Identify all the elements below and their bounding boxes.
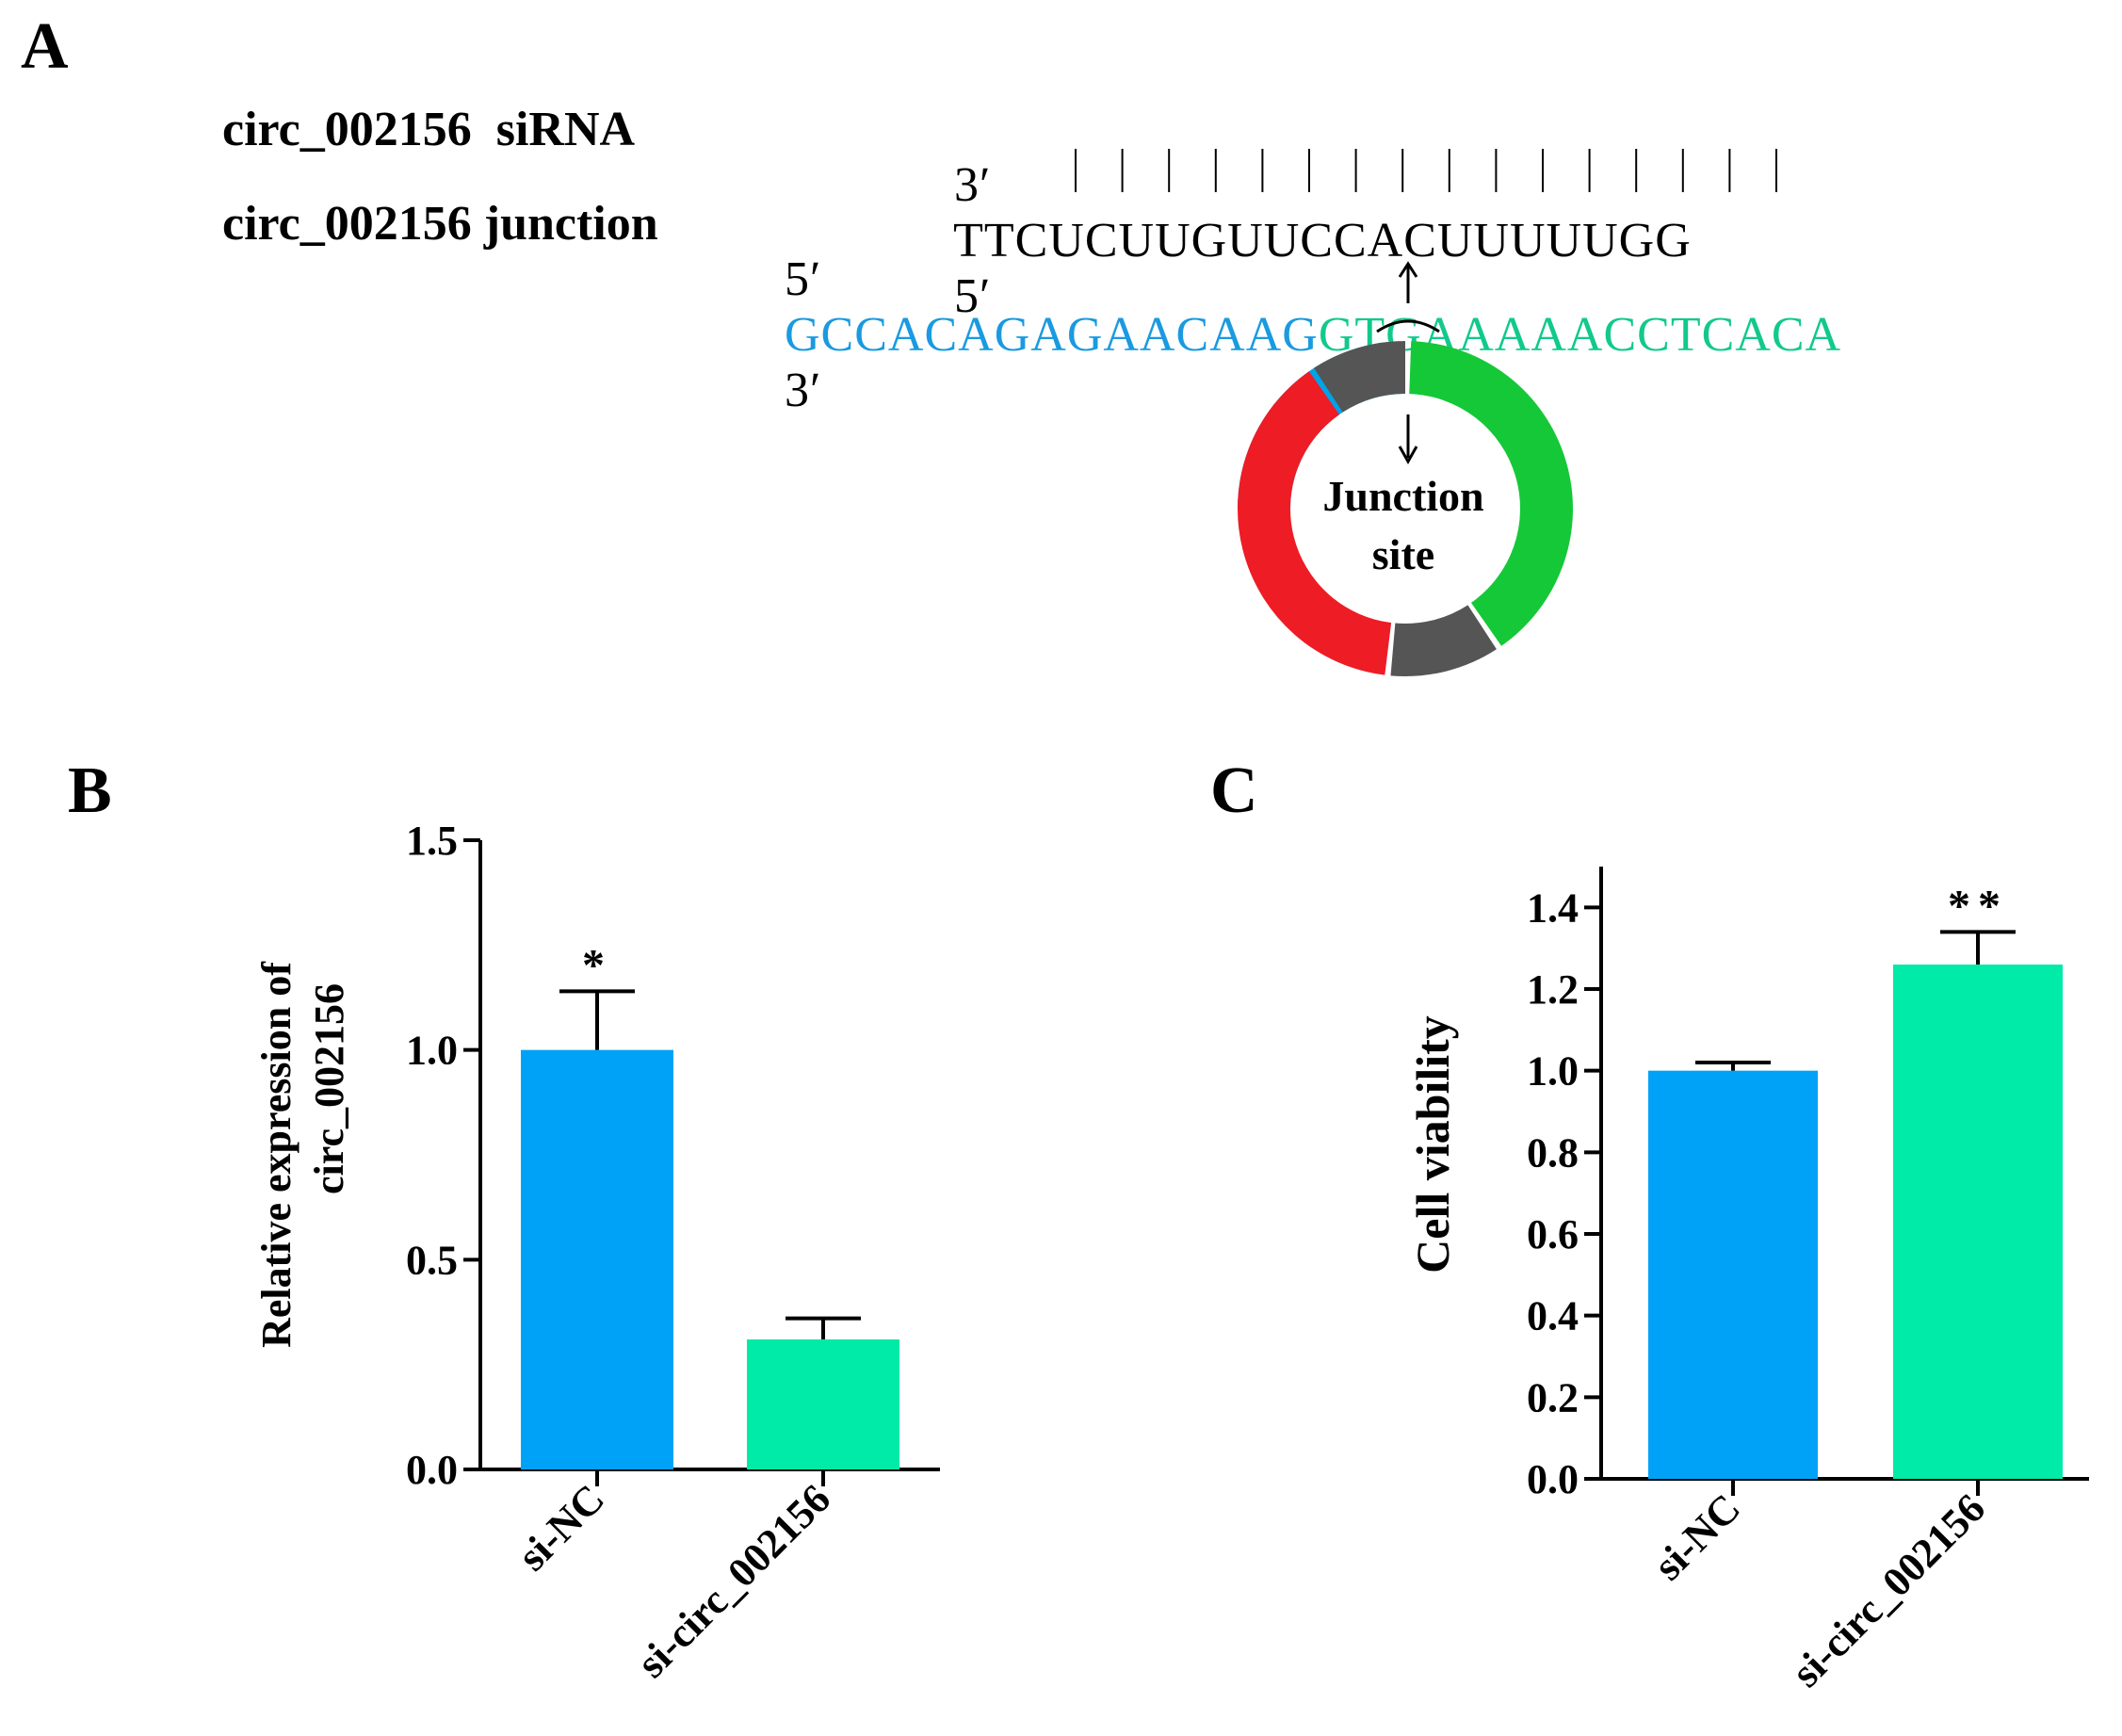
junction-bracket bbox=[1376, 319, 1440, 333]
chart-c: 0.0 0.2 0.4 0.6 0.8 1.0 1.2 1.4 si-NC ** si-circ_0… bbox=[1406, 867, 2089, 1696]
significance-label: * bbox=[582, 940, 612, 990]
y-tick-label: 0.0 bbox=[1527, 1456, 1579, 1502]
down-arrowhead-icon bbox=[1398, 446, 1418, 465]
y-axis-label: Relative expression of bbox=[253, 961, 300, 1348]
y-tick-label: 0.4 bbox=[1527, 1293, 1579, 1339]
x-tick-label: si-circ_002156 bbox=[628, 1475, 839, 1686]
sirna-label: circ_002156 siRNA bbox=[222, 103, 636, 156]
y-axis-label-line2: circ_002156 bbox=[306, 983, 352, 1194]
x-tick-label: si-NC bbox=[509, 1475, 613, 1580]
y-tick-label: 1.5 bbox=[406, 818, 458, 864]
x-tick-label: si-NC bbox=[1644, 1485, 1749, 1589]
significance-label: ** bbox=[1948, 881, 2008, 931]
ring-segment bbox=[1314, 341, 1406, 414]
sirna-sequence: 3′ TTCUCUUGUUCCACUUUUUGG 5′ bbox=[928, 102, 1692, 324]
sirna-bases: TTCUCUUGUUCCACUUUUUGG bbox=[953, 214, 1692, 268]
y-tick-label: 0.6 bbox=[1527, 1211, 1579, 1257]
circrna-ring bbox=[1238, 341, 1573, 676]
y-tick-label: 1.2 bbox=[1527, 966, 1579, 1013]
y-tick-label: 0.5 bbox=[406, 1237, 458, 1283]
y-tick-label: 0.8 bbox=[1527, 1129, 1579, 1176]
y-axis-label: Cell viability bbox=[1406, 1015, 1459, 1274]
bar bbox=[747, 1339, 899, 1469]
junction-label-line1: Junction bbox=[1322, 472, 1483, 520]
sirna-suffix: 5′ bbox=[954, 269, 992, 323]
junction-sequence: 5′ GCCACAGAGAACAAGGTGAAAAACCTCACA 3′ bbox=[758, 196, 1841, 418]
x-tick-label: si-circ_002156 bbox=[1783, 1485, 1994, 1695]
bar bbox=[521, 1049, 673, 1469]
bar bbox=[1893, 965, 2063, 1479]
y-tick-label: 0.2 bbox=[1527, 1374, 1579, 1420]
up-arrowhead-icon bbox=[1398, 261, 1418, 278]
y-tick-label: 1.0 bbox=[1527, 1048, 1579, 1095]
bar bbox=[1648, 1070, 1818, 1479]
junction-prefix: 5′ bbox=[785, 252, 822, 306]
junction-label-line2: site bbox=[1372, 530, 1434, 578]
ring-segment bbox=[1238, 371, 1392, 675]
junction-green-bases: GTGAAAAACCTCACA bbox=[1318, 308, 1842, 362]
base-pair-lines bbox=[1075, 149, 1777, 192]
ring-segment bbox=[1408, 341, 1573, 646]
y-tick-label: 1.0 bbox=[406, 1028, 458, 1074]
y-tick-label: 1.4 bbox=[1527, 884, 1579, 931]
sirna-prefix: 3′ bbox=[954, 158, 992, 212]
ring-segment bbox=[1390, 604, 1497, 676]
panel-letter-c: C bbox=[1210, 754, 1258, 827]
junction-suffix: 3′ bbox=[785, 364, 822, 417]
panel-letter-a: A bbox=[21, 10, 69, 83]
junction-label: circ_002156 junction bbox=[222, 197, 658, 251]
y-tick-label: 0.0 bbox=[406, 1447, 458, 1493]
panel-letter-b: B bbox=[68, 754, 112, 827]
chart-b: 0.0 0.5 1.0 1.5 * si-NC si-circ_002156 Relative… bbox=[253, 818, 940, 1687]
junction-blue-bases: GCCACAGAGAACAAG bbox=[785, 308, 1319, 362]
